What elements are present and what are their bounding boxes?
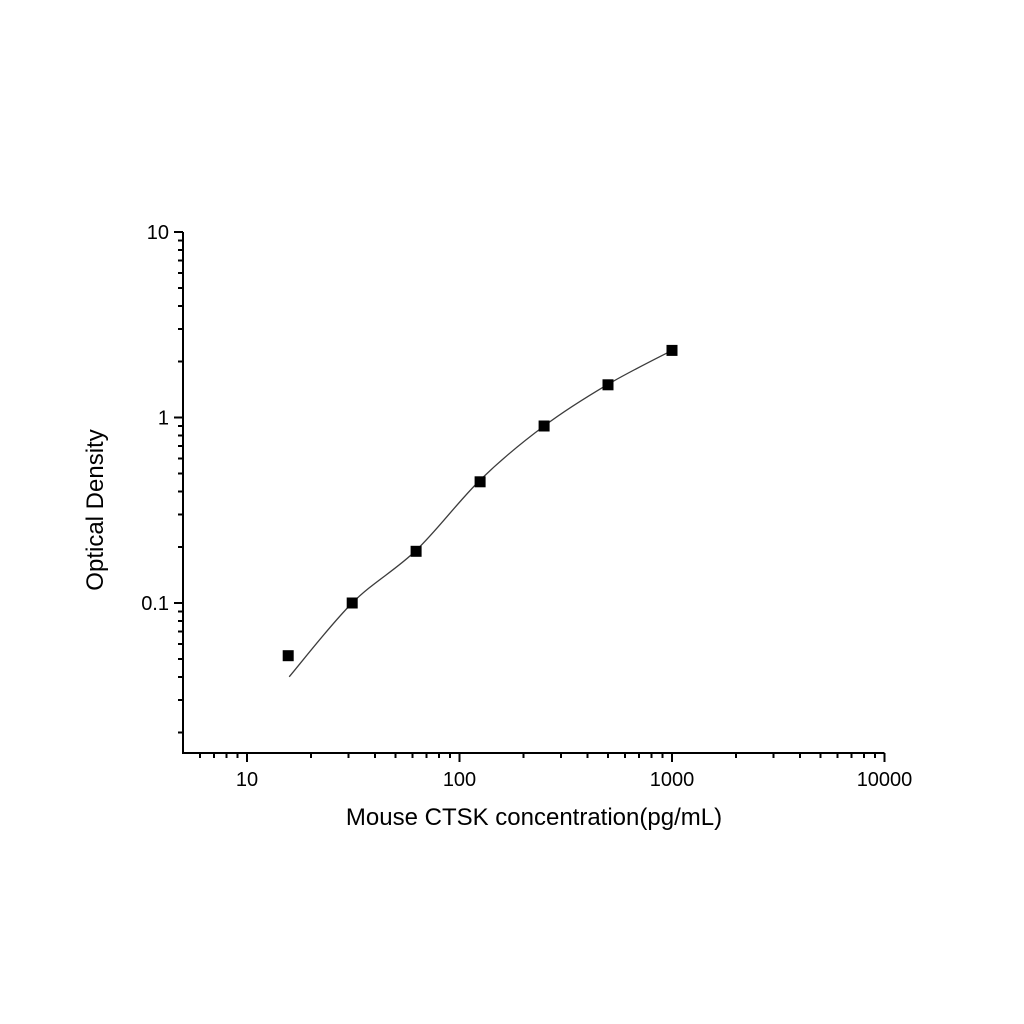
x-tick-label: 100 [443,769,476,791]
data-point-marker [666,344,678,356]
x-axis-title: Mouse CTSK concentration(pg/mL) [345,804,723,831]
data-point-marker [282,650,294,662]
data-point-marker [346,597,358,609]
data-point-marker [474,476,486,488]
y-axis-title: Optical Density [82,429,109,591]
fit-curve-line [288,349,673,678]
x-tick-label: 10000 [857,769,913,791]
y-tick-label: 0.1 [141,593,169,615]
data-point-marker [538,420,550,432]
data-point-marker [602,379,614,391]
data-point-marker [410,545,422,557]
y-tick-label: 10 [147,222,169,244]
x-tick-label: 10 [236,769,258,791]
x-tick-label: 1000 [650,769,695,791]
y-tick-label: 1 [158,408,169,430]
